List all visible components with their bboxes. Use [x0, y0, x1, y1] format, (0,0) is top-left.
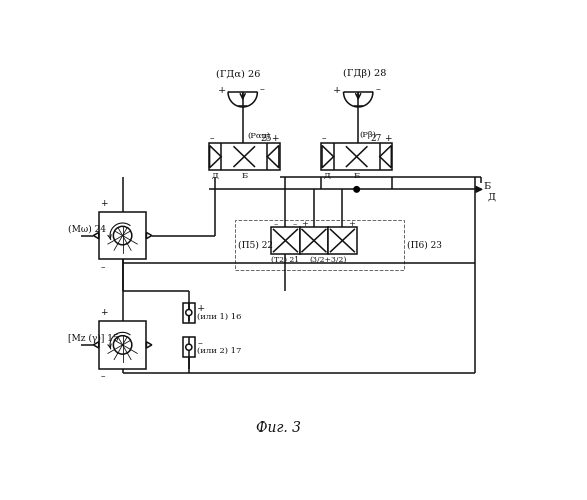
Bar	[300, 227, 328, 254]
Polygon shape	[380, 146, 392, 168]
Text: (П6) 23: (П6) 23	[407, 240, 441, 250]
Text: –: –	[259, 86, 265, 94]
Circle shape	[113, 226, 132, 245]
Bar	[183, 337, 195, 357]
Text: –: –	[100, 264, 104, 272]
Text: Б: Б	[353, 172, 360, 179]
Circle shape	[185, 310, 192, 316]
Polygon shape	[93, 232, 99, 238]
Text: –: –	[375, 86, 380, 94]
Text: +: +	[100, 308, 108, 317]
Text: +: +	[197, 304, 205, 313]
Bar	[321, 143, 392, 170]
Text: (или 1) 16: (или 1) 16	[197, 312, 242, 320]
Bar	[209, 143, 279, 170]
Circle shape	[185, 344, 192, 350]
Bar	[235, 220, 404, 270]
Text: +: +	[271, 134, 279, 143]
Text: +: +	[301, 220, 308, 228]
Text: 27: 27	[370, 134, 382, 143]
Text: (П5) 22: (П5) 22	[238, 240, 273, 250]
Text: –: –	[100, 372, 104, 382]
Polygon shape	[210, 146, 221, 168]
Text: –: –	[322, 134, 326, 143]
Text: Д: Д	[211, 172, 218, 179]
Bar	[271, 227, 300, 254]
Polygon shape	[93, 342, 99, 348]
Text: –: –	[210, 134, 214, 143]
Text: (Рβ): (Рβ)	[360, 132, 377, 140]
Text: Б: Б	[483, 182, 490, 191]
Text: Д: Д	[488, 192, 495, 202]
Text: (Т2) 21: (Т2) 21	[271, 256, 299, 264]
Bar	[99, 321, 146, 369]
Text: 25: 25	[261, 134, 272, 143]
Text: (3/2+3/2): (3/2+3/2)	[309, 256, 347, 264]
Text: Б: Б	[241, 172, 247, 179]
Text: +: +	[100, 199, 108, 208]
Text: (ГДα) 26: (ГДα) 26	[216, 70, 260, 78]
Bar	[99, 212, 146, 260]
Polygon shape	[322, 146, 333, 168]
Text: +: +	[384, 134, 392, 143]
Polygon shape	[146, 232, 152, 238]
Bar	[328, 227, 357, 254]
Circle shape	[104, 326, 141, 364]
Text: (Рαц): (Рαц)	[247, 132, 271, 140]
Circle shape	[104, 217, 141, 254]
Polygon shape	[267, 146, 279, 168]
Text: [Мz (γ)] 15: [Мz (γ)] 15	[68, 334, 119, 344]
Text: +: +	[348, 220, 355, 228]
Text: Д: Д	[324, 172, 331, 179]
Text: –: –	[293, 220, 298, 228]
Text: –: –	[197, 339, 202, 348]
Bar	[183, 302, 195, 322]
Text: –: –	[274, 220, 278, 228]
Circle shape	[113, 336, 132, 354]
Text: (ГДβ) 28: (ГДβ) 28	[343, 70, 386, 78]
Text: +: +	[218, 86, 226, 94]
Text: (или 2) 17: (или 2) 17	[197, 347, 242, 355]
Polygon shape	[146, 342, 152, 348]
Text: +: +	[333, 86, 341, 94]
Text: (Мω) 24: (Мω) 24	[68, 225, 106, 234]
Text: Фиг. 3: Фиг. 3	[257, 421, 301, 435]
Circle shape	[354, 186, 359, 192]
